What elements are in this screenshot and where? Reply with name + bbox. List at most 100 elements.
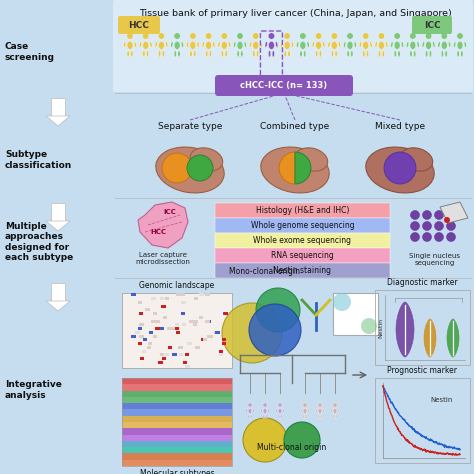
FancyBboxPatch shape: [172, 327, 177, 330]
Circle shape: [435, 233, 444, 241]
FancyBboxPatch shape: [160, 297, 164, 300]
FancyBboxPatch shape: [175, 323, 179, 327]
Ellipse shape: [193, 51, 196, 57]
FancyBboxPatch shape: [160, 354, 164, 356]
FancyBboxPatch shape: [161, 305, 166, 308]
Ellipse shape: [305, 414, 307, 419]
Ellipse shape: [301, 409, 302, 412]
Circle shape: [284, 422, 320, 458]
Circle shape: [422, 221, 431, 230]
Ellipse shape: [328, 42, 330, 47]
Ellipse shape: [307, 42, 310, 47]
Ellipse shape: [413, 51, 416, 57]
Ellipse shape: [445, 51, 447, 57]
FancyBboxPatch shape: [149, 331, 153, 334]
FancyBboxPatch shape: [122, 293, 232, 368]
Ellipse shape: [218, 42, 220, 47]
FancyBboxPatch shape: [215, 263, 390, 278]
Ellipse shape: [278, 414, 280, 419]
Ellipse shape: [454, 42, 456, 47]
Circle shape: [361, 318, 377, 334]
Ellipse shape: [158, 51, 161, 57]
Ellipse shape: [385, 42, 388, 47]
Ellipse shape: [401, 148, 433, 171]
Ellipse shape: [221, 51, 224, 57]
Ellipse shape: [375, 42, 377, 47]
Ellipse shape: [190, 51, 192, 57]
Ellipse shape: [134, 42, 137, 47]
FancyBboxPatch shape: [113, 0, 473, 92]
Circle shape: [263, 403, 267, 407]
Circle shape: [394, 33, 401, 39]
Circle shape: [422, 210, 431, 219]
Circle shape: [422, 233, 431, 241]
FancyBboxPatch shape: [199, 293, 204, 296]
Circle shape: [333, 403, 337, 407]
FancyBboxPatch shape: [215, 233, 390, 248]
FancyBboxPatch shape: [215, 218, 390, 233]
FancyBboxPatch shape: [146, 309, 150, 311]
FancyBboxPatch shape: [142, 350, 146, 353]
Circle shape: [284, 33, 291, 39]
Ellipse shape: [237, 41, 243, 49]
FancyBboxPatch shape: [122, 441, 232, 447]
FancyBboxPatch shape: [122, 454, 232, 460]
FancyBboxPatch shape: [51, 203, 65, 221]
Text: Separate type: Separate type: [158, 122, 222, 131]
FancyBboxPatch shape: [201, 338, 205, 341]
Ellipse shape: [354, 42, 356, 47]
FancyBboxPatch shape: [122, 447, 232, 454]
Circle shape: [447, 210, 456, 219]
Ellipse shape: [338, 42, 341, 47]
Ellipse shape: [256, 51, 259, 57]
Ellipse shape: [344, 42, 346, 47]
Ellipse shape: [318, 414, 319, 419]
Ellipse shape: [296, 42, 299, 47]
Ellipse shape: [181, 42, 183, 47]
Ellipse shape: [398, 51, 400, 57]
Ellipse shape: [171, 42, 173, 47]
FancyBboxPatch shape: [139, 357, 144, 360]
Ellipse shape: [366, 51, 369, 57]
Ellipse shape: [284, 41, 290, 49]
Circle shape: [303, 403, 307, 407]
Text: Mixed type: Mixed type: [375, 122, 425, 131]
Ellipse shape: [359, 42, 362, 47]
FancyBboxPatch shape: [203, 338, 207, 341]
Polygon shape: [138, 202, 188, 248]
Text: Molecular subtypes: Molecular subtypes: [140, 469, 214, 474]
Ellipse shape: [320, 414, 322, 419]
Circle shape: [410, 221, 419, 230]
FancyBboxPatch shape: [209, 335, 213, 337]
Ellipse shape: [291, 42, 293, 47]
Ellipse shape: [143, 51, 145, 57]
FancyBboxPatch shape: [122, 403, 232, 410]
Ellipse shape: [268, 409, 269, 412]
Ellipse shape: [308, 409, 309, 412]
Circle shape: [143, 33, 149, 39]
Text: Whole genome sequencing: Whole genome sequencing: [251, 221, 354, 230]
FancyBboxPatch shape: [131, 335, 136, 337]
Ellipse shape: [155, 42, 157, 47]
Ellipse shape: [312, 42, 314, 47]
Ellipse shape: [300, 41, 306, 49]
Text: Genomic landscape: Genomic landscape: [139, 281, 215, 290]
Ellipse shape: [351, 51, 353, 57]
Circle shape: [221, 33, 228, 39]
Ellipse shape: [323, 409, 324, 412]
Text: ICC: ICC: [164, 209, 176, 215]
Ellipse shape: [316, 41, 321, 49]
FancyBboxPatch shape: [151, 297, 155, 300]
Text: ICC: ICC: [424, 20, 440, 29]
Text: Multi-clonal origin: Multi-clonal origin: [257, 443, 327, 452]
Ellipse shape: [303, 409, 307, 414]
FancyBboxPatch shape: [194, 297, 199, 300]
Ellipse shape: [363, 41, 369, 49]
Ellipse shape: [234, 42, 236, 47]
Ellipse shape: [248, 414, 249, 419]
Ellipse shape: [410, 51, 412, 57]
Ellipse shape: [246, 409, 247, 412]
Text: Combined type: Combined type: [260, 122, 329, 131]
FancyBboxPatch shape: [222, 338, 226, 341]
Ellipse shape: [433, 42, 435, 47]
